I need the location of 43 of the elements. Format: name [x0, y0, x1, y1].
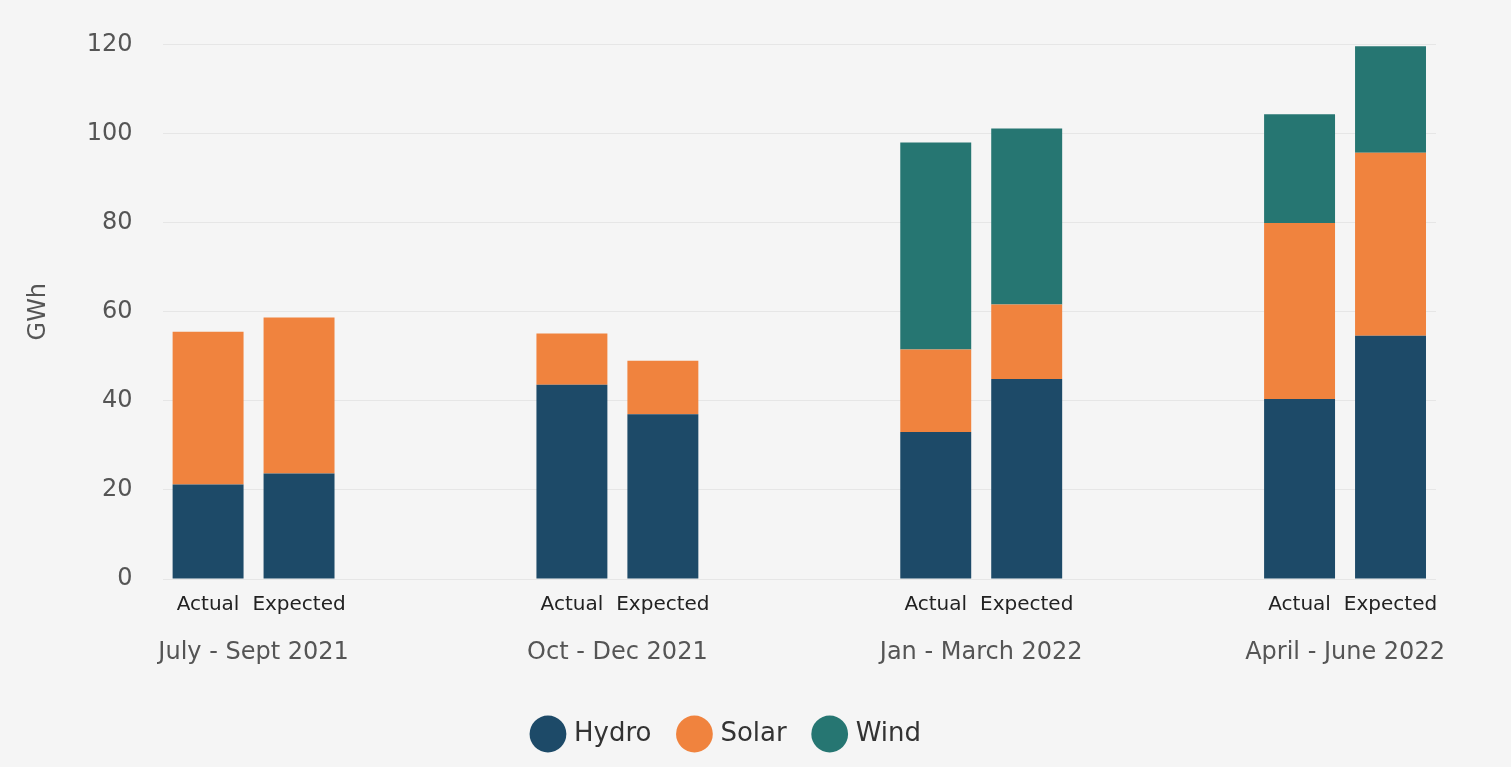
x-tick-label: Actual: [904, 591, 968, 616]
text: April - June 2022: [1245, 637, 1445, 666]
y-tick-label: 120: [86, 28, 133, 57]
bar: [991, 128, 1063, 305]
bar: [900, 142, 972, 350]
y-tick-label: 40: [102, 385, 133, 414]
bar: [1355, 335, 1426, 579]
bar: [1355, 152, 1426, 336]
bar: [991, 378, 1063, 579]
bar: [1264, 223, 1336, 400]
legend-label: Hydro: [573, 716, 652, 747]
bar: [263, 473, 335, 579]
bar: [991, 304, 1063, 379]
y-tick-label: 80: [102, 206, 133, 235]
x-tick-label: Expected: [1343, 591, 1438, 616]
x-tick-label: Actual: [540, 591, 604, 616]
bar: [172, 484, 244, 579]
x-tick-label: Expected: [980, 591, 1074, 616]
x-tick-label: Actual: [1268, 591, 1331, 616]
bar: [1355, 46, 1426, 153]
text: Oct - Dec 2021: [527, 637, 708, 666]
y-tick-label: 20: [102, 474, 133, 503]
x-tick-label: Actual: [176, 591, 240, 616]
text: Jan - March 2022: [877, 637, 1083, 666]
y-tick-label: 0: [117, 563, 133, 592]
text: July - Sept 2021: [156, 637, 349, 666]
bar: [627, 414, 699, 579]
legend-label: Solar: [720, 716, 787, 747]
bar: [1264, 399, 1336, 579]
x-tick-label: Expected: [616, 591, 710, 616]
bar: [900, 349, 972, 432]
bar: [536, 333, 608, 385]
bar: [900, 431, 972, 579]
bar: [172, 331, 244, 485]
y-tick-label: 60: [102, 295, 133, 324]
y-axis-title: GWh: [22, 282, 51, 341]
bar: [627, 360, 699, 415]
y-tick-label: 100: [86, 117, 133, 146]
legend-label: Wind: [855, 716, 922, 747]
bar: [1264, 114, 1336, 224]
x-tick-label: Expected: [252, 591, 346, 616]
bar: [536, 384, 608, 579]
bar: [263, 317, 335, 474]
